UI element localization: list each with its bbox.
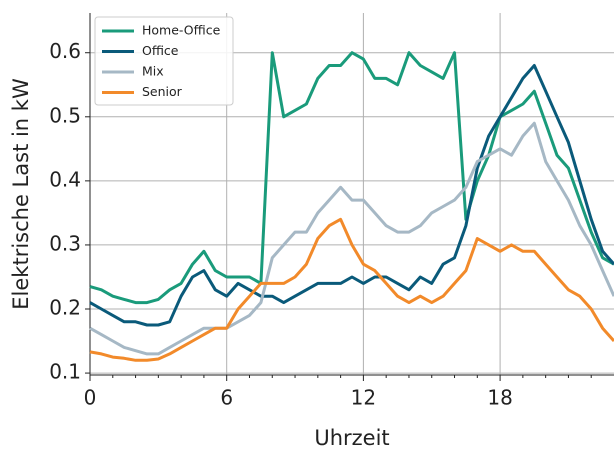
x-axis-label: Uhrzeit — [314, 426, 389, 450]
y-tick-label: 0.2 — [49, 296, 81, 320]
y-tick-label: 0.3 — [49, 231, 81, 255]
y-tick-label: 0.6 — [49, 39, 81, 63]
y-tick-label: 0.4 — [49, 167, 81, 191]
y-tick-label: 0.1 — [49, 360, 81, 384]
x-tick-label: 18 — [487, 386, 512, 410]
y-tick-label: 0.5 — [49, 103, 81, 127]
x-tick-label: 0 — [84, 386, 97, 410]
x-tick-label: 6 — [220, 386, 233, 410]
legend-label: Senior — [142, 84, 183, 99]
x-tick-label: 12 — [351, 386, 376, 410]
legend-label: Mix — [142, 64, 164, 79]
legend-label: Home-Office — [142, 23, 221, 38]
data-line — [89, 51, 614, 305]
data-line — [89, 121, 614, 356]
legend: Home-Office Office Mix Senior — [94, 16, 234, 106]
y-axis-label: Elektrische Last in kW — [9, 78, 33, 310]
data-line — [89, 217, 614, 362]
data-line — [89, 64, 614, 327]
legend-box — [94, 16, 234, 106]
legend-label: Office — [142, 43, 179, 58]
